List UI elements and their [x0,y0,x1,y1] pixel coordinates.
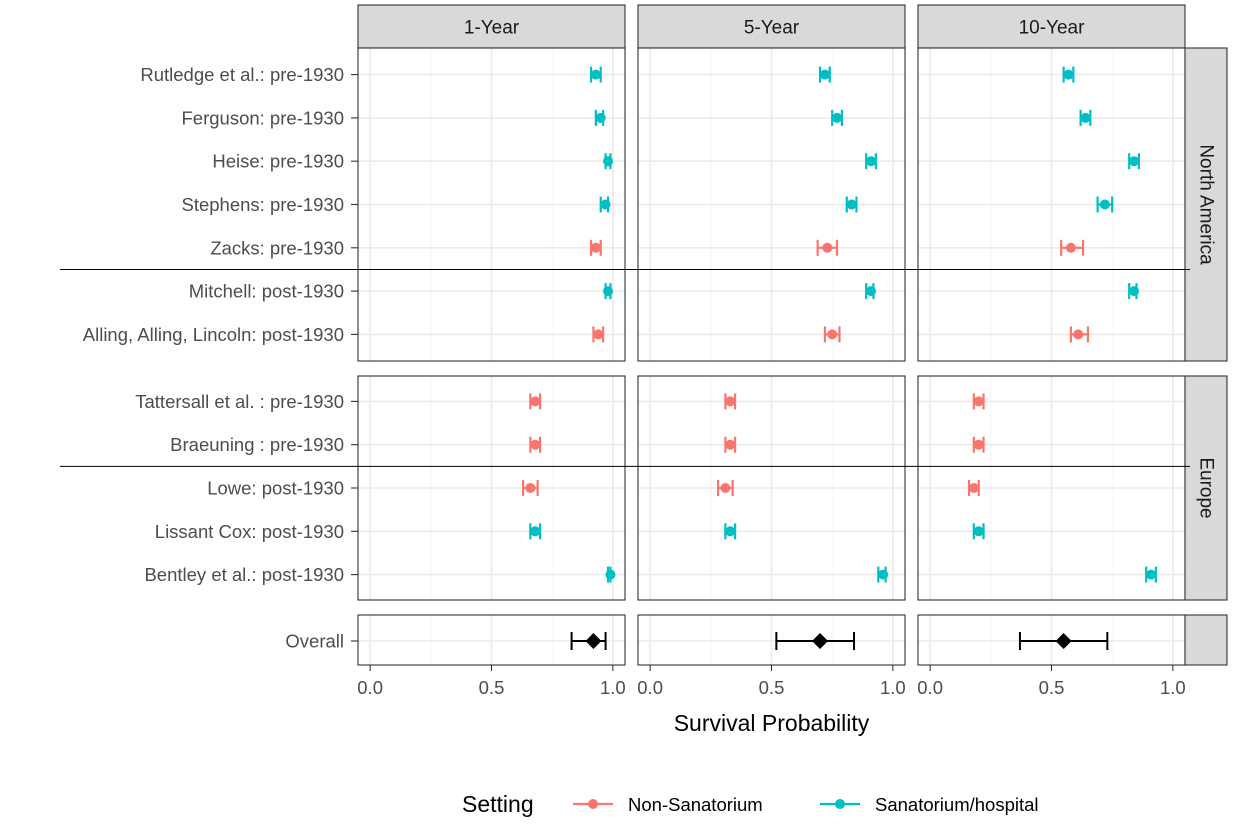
legend-key-point [835,799,845,809]
x-axis-title: Survival Probability [674,710,870,736]
x-tick-label: 0.0 [357,677,383,698]
estimate-point [832,112,843,123]
region-strip [1184,375,1228,601]
estimate-point [866,286,877,297]
estimate-point [590,242,601,253]
study-label: Tattersall et al. : pre-1930 [135,391,344,412]
x-tick-label: 0.0 [917,677,943,698]
estimate-point [605,569,616,580]
x-tick-label: 1.0 [1160,677,1186,698]
estimate-point [1063,69,1074,80]
facet-strip [357,4,626,49]
study-label: Lowe: post-1930 [207,478,344,499]
facet-strip-label: 5-Year [744,18,800,39]
study-label: Heise: pre-1930 [212,151,344,172]
estimate-point [1129,156,1140,167]
estimate-point [1146,569,1157,580]
estimate-point [725,439,736,450]
study-label: Overall [285,631,344,652]
estimate-point [822,242,833,253]
panel-border [637,375,906,601]
x-tick-label: 1.0 [600,677,626,698]
x-tick-label: 0.0 [637,677,663,698]
estimate-point [1099,199,1110,210]
x-tick-label: 0.5 [479,677,505,698]
estimate-point [819,69,830,80]
overall-estimate-point [812,633,829,649]
estimate-point [720,483,731,493]
study-label: Mitchell: post-1930 [189,281,344,302]
region-strip [1184,47,1228,362]
estimate-point [530,439,541,450]
study-label: Stephens: pre-1930 [181,194,344,215]
facet-strip-label: 1-Year [464,18,520,39]
overall-estimate-point [1055,633,1072,649]
estimate-point [530,526,541,537]
region-strip [1184,614,1228,666]
legend-key-point [588,799,598,809]
study-label: Rutledge et al.: pre-1930 [140,64,344,85]
estimate-point [525,483,536,493]
facet-strip [917,4,1186,49]
estimate-point [866,156,877,167]
estimate-point [968,483,979,493]
x-tick-label: 1.0 [880,677,906,698]
estimate-point [1065,242,1076,253]
region-strip-label: North America [1196,144,1217,265]
estimate-point [603,286,614,297]
estimate-point [600,199,611,210]
estimate-point [530,396,541,407]
study-label: Lissant Cox: post-1930 [155,521,344,542]
overall-estimate-point [585,633,602,649]
facet-strip-label: 10-Year [1019,18,1086,39]
x-tick-label: 0.5 [759,677,785,698]
estimate-point [590,69,601,80]
estimate-point [878,569,889,580]
study-label: Alling, Alling, Lincoln: post-1930 [83,324,344,345]
legend-title: Setting [462,791,534,817]
estimate-point [973,526,984,537]
facet-strip [637,4,906,49]
estimate-point [973,439,984,450]
estimate-point [1129,286,1140,297]
estimate-point [603,156,614,167]
study-label: Ferguson: pre-1930 [182,107,345,128]
study-label: Zacks: pre-1930 [210,237,344,258]
estimate-point [973,396,984,407]
estimate-point [725,526,736,537]
legend-label-non-sanatorium: Non-Sanatorium [628,794,763,815]
estimate-point [827,329,838,340]
study-label: Bentley et al.: post-1930 [144,564,344,585]
x-tick-label: 0.5 [1039,677,1065,698]
estimate-point [593,329,604,340]
region-strip-label: Europe [1196,457,1217,518]
estimate-point [1073,329,1084,340]
legend-label-sanatorium-hospital: Sanatorium/hospital [875,794,1039,815]
study-label: Braeuning : pre-1930 [170,434,344,455]
estimate-point [725,396,736,407]
panel-border [637,47,906,362]
estimate-point [1080,112,1091,123]
estimate-point [595,112,606,123]
estimate-point [846,199,857,210]
